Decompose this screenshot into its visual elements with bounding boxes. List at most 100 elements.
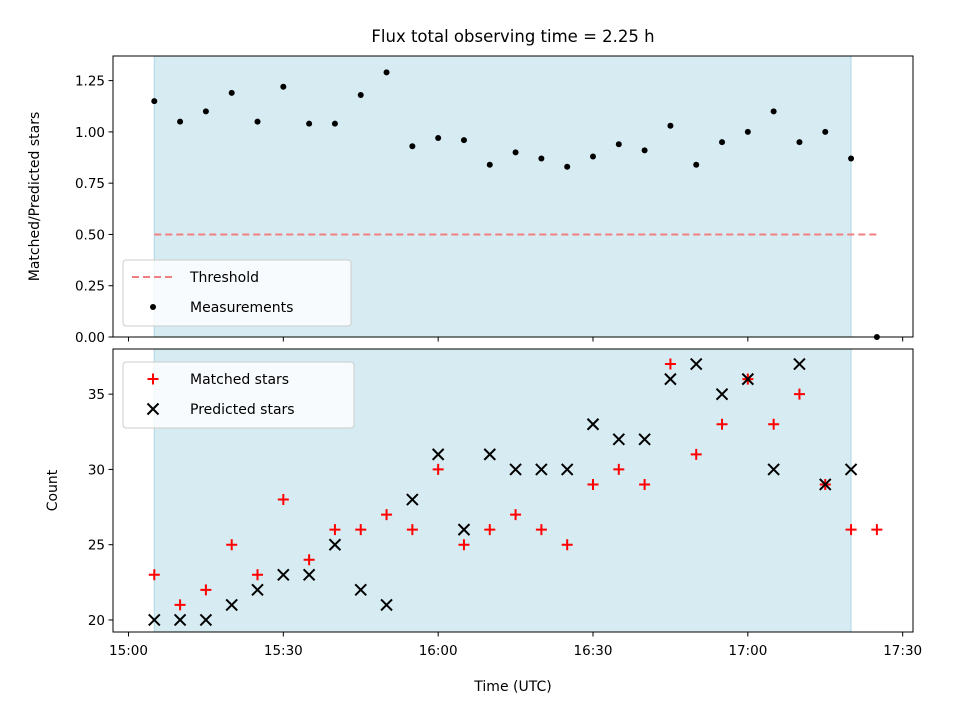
plot-frame xyxy=(112,348,914,633)
x-tick-label: 16:00 xyxy=(419,643,458,659)
matched-star-point xyxy=(561,539,573,551)
predicted-star-point xyxy=(741,372,755,386)
legend: Matched stars Predicted stars xyxy=(122,361,355,429)
legend-predicted-swatch xyxy=(146,402,160,416)
measurement-point xyxy=(770,108,777,115)
predicted-star-point xyxy=(173,613,187,627)
x-tick-label: 16:30 xyxy=(574,643,613,659)
ratio-panel: 0.00 0.25 0.50 0.75 1.00 1.25 Matched/Predicte… xyxy=(27,55,914,346)
predicted-star-point xyxy=(638,433,651,446)
legend-label: Predicted stars xyxy=(190,402,295,418)
matched-star-point xyxy=(535,524,547,536)
matched-star-point xyxy=(845,524,857,536)
y-tick-label: 0.25 xyxy=(75,279,105,295)
y-axis-label: Matched/Predicted stars xyxy=(27,112,43,282)
legend-box xyxy=(122,259,352,327)
matched-star-point xyxy=(252,569,264,581)
matched-star-point xyxy=(587,478,599,490)
measurement-point xyxy=(512,149,519,156)
x-tick-label: 17:30 xyxy=(883,643,922,659)
measurement-point xyxy=(822,128,829,135)
y-tick-label: 1.25 xyxy=(75,74,105,90)
matched-star-point xyxy=(277,494,289,506)
measurement-point xyxy=(848,155,855,162)
y-tick-label: 35 xyxy=(88,387,105,403)
measurement-point xyxy=(357,91,364,98)
measurement-point xyxy=(641,147,648,154)
measurement-point xyxy=(719,139,726,146)
x-tick-label: 15:00 xyxy=(109,643,148,659)
matched-star-point xyxy=(381,509,393,521)
predicted-star-point xyxy=(612,433,626,446)
matched-star-point xyxy=(690,448,702,460)
matched-star-point xyxy=(355,524,367,536)
predicted-star-point xyxy=(406,493,419,506)
matched-star-point xyxy=(458,539,470,551)
x-tick-label: 17:00 xyxy=(728,643,767,659)
predicted-star-point xyxy=(535,463,548,476)
predicted-star-point xyxy=(819,478,832,491)
legend-matched-swatch xyxy=(147,373,159,385)
predicted-star-point xyxy=(483,448,496,461)
y-tick-label: 20 xyxy=(88,613,105,629)
matched-star-point xyxy=(716,418,728,430)
legend-label: Threshold xyxy=(189,270,259,286)
legend-label: Matched stars xyxy=(190,372,289,388)
measurement-point xyxy=(744,128,751,135)
predicted-star-point xyxy=(251,583,264,597)
predicted-star-point xyxy=(767,463,780,476)
matched-star-point xyxy=(664,358,676,370)
predicted-star-point xyxy=(148,613,161,627)
predicted-star-point xyxy=(793,357,806,371)
legend-measurement-swatch xyxy=(150,304,156,310)
predicted-star-point xyxy=(380,598,393,612)
predicted-star-point xyxy=(457,523,471,536)
measurement-point xyxy=(254,118,261,125)
chart-title: Flux total observing time = 2.25 h xyxy=(371,27,654,46)
predicted-star-point xyxy=(509,463,522,476)
predicted-star-point xyxy=(664,372,677,386)
matched-star-point xyxy=(432,463,444,475)
y-axis-label: Count xyxy=(45,469,61,511)
legend-box xyxy=(122,361,355,429)
predicted-star-point xyxy=(225,598,238,612)
predicted-star-point xyxy=(560,463,574,476)
matched-star-point xyxy=(484,524,496,536)
measurement-point xyxy=(280,83,287,90)
x-axis-label: Time (UTC) xyxy=(473,679,551,695)
predicted-star-point xyxy=(844,463,858,476)
matched-star-point xyxy=(639,478,651,490)
measurement-point xyxy=(564,163,571,170)
x-tick-label: 15:30 xyxy=(264,643,303,659)
measurement-point xyxy=(383,69,390,76)
predicted-star-point xyxy=(690,357,703,371)
matched-star-point xyxy=(174,599,186,611)
measurement-point xyxy=(460,137,467,144)
measurement-point xyxy=(435,135,442,142)
measurement-point xyxy=(796,139,803,146)
measurement-point xyxy=(331,120,338,127)
matched-star-point xyxy=(329,524,341,536)
predicted-star-point xyxy=(199,613,213,627)
y-tick-label: 0.50 xyxy=(75,227,105,243)
predicted-star-point xyxy=(277,568,290,582)
matched-star-point xyxy=(303,554,315,566)
count-panel: 15:00 15:30 16:00 16:30 17:00 17:30 20 25 30 35 Co… xyxy=(45,348,922,659)
predicted-star-point xyxy=(354,583,367,597)
matched-star-point xyxy=(510,509,522,521)
matched-star-point xyxy=(871,524,883,536)
measurement-point xyxy=(615,141,622,148)
y-tick-label: 30 xyxy=(88,462,105,478)
matched-star-point xyxy=(793,388,805,400)
measurement-point xyxy=(538,155,545,162)
measurement-point xyxy=(177,118,184,125)
y-tick-label: 0.00 xyxy=(75,330,105,346)
measurement-point xyxy=(202,108,209,115)
measurement-point xyxy=(693,161,700,168)
matched-star-point xyxy=(406,524,418,536)
legend: Threshold Measurements xyxy=(122,259,352,327)
predicted-star-point xyxy=(586,418,600,431)
measurement-point xyxy=(228,89,235,96)
matched-star-point xyxy=(200,584,212,596)
